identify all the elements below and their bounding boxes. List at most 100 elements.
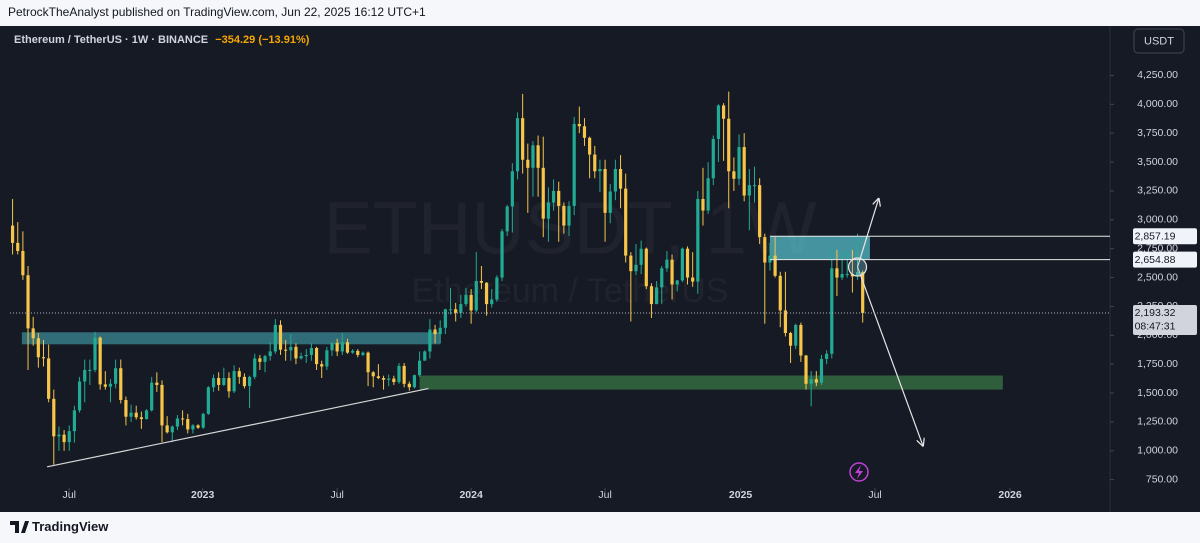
candle-body [783, 310, 788, 333]
candle-body [227, 378, 231, 392]
candle-body [618, 168, 623, 189]
candle-body [696, 199, 700, 282]
candle-body [778, 275, 782, 311]
trendline [46, 387, 429, 468]
candle-body [351, 350, 355, 353]
candle-body [577, 123, 581, 127]
candle-body [825, 353, 829, 359]
candle-body [603, 168, 607, 213]
y-tick-label: 750.00 [1146, 473, 1178, 485]
candle-body [691, 277, 695, 282]
candle-body [557, 190, 561, 206]
candle-body [721, 105, 726, 119]
candle-body [505, 206, 509, 232]
alert-bolt[interactable] [855, 465, 863, 479]
zone [21, 332, 441, 345]
candle-body [31, 328, 35, 339]
candle-body [36, 338, 40, 358]
candle-body [371, 372, 375, 377]
candle-body [242, 376, 247, 387]
candle-body [613, 168, 617, 192]
candle-body [268, 351, 272, 357]
candle-body [139, 417, 143, 420]
candle-body [237, 371, 241, 377]
candle-body [134, 412, 138, 418]
y-tick-label: 1,750.00 [1137, 358, 1178, 370]
y-tick-label: 1,250.00 [1137, 416, 1178, 428]
y-tick-label: 2,500.00 [1137, 271, 1178, 283]
candle-body [284, 349, 288, 351]
x-tick-label: 2025 [729, 489, 753, 501]
candle-body [830, 268, 834, 354]
candle-body [593, 154, 597, 172]
candle-body [716, 105, 721, 139]
footer-bar [0, 512, 1200, 543]
candle-body [124, 399, 128, 417]
candle-body [304, 354, 308, 357]
zone [419, 375, 1003, 390]
candle-body [742, 147, 746, 196]
pivot-circle [847, 257, 868, 277]
footer-logo: TradingView [32, 519, 109, 534]
candle-body [418, 360, 422, 376]
candle-body [608, 191, 612, 213]
candle-body [727, 118, 731, 172]
candle-body [160, 384, 164, 426]
candle-body [335, 342, 339, 352]
candle-body [809, 379, 813, 384]
y-tick-label: 4,250.00 [1137, 69, 1178, 81]
candle-body [258, 358, 262, 362]
candle-body [376, 376, 380, 379]
candle-body [144, 410, 149, 420]
candle-body [98, 337, 102, 385]
candle-body [855, 272, 860, 277]
candle-body [588, 137, 592, 155]
x-tick-label: 2024 [459, 489, 483, 501]
candle-body [665, 259, 669, 269]
candle-body [567, 205, 571, 226]
candle-body [644, 248, 648, 287]
candle-body [320, 364, 324, 367]
chart-background [0, 26, 1200, 512]
candle-body [72, 410, 76, 432]
candle-body [387, 378, 391, 380]
candle-body [423, 351, 427, 361]
candle-body [412, 375, 417, 388]
candle-body [454, 309, 458, 313]
candle-body [201, 413, 205, 428]
candle-body [732, 171, 736, 179]
price-label: 2,857.19 [1135, 231, 1176, 243]
candle-body [247, 376, 252, 387]
candle-body [438, 327, 442, 335]
candle-body [861, 272, 865, 313]
candle-body [850, 274, 854, 277]
candle-body [685, 248, 690, 278]
candle-body [428, 329, 432, 352]
alert-icon[interactable] [849, 462, 869, 482]
candle-body [41, 357, 46, 359]
currency-button[interactable] [1133, 28, 1185, 54]
candle-body [490, 299, 494, 305]
candle-body [819, 358, 824, 383]
candle-body [330, 342, 334, 351]
candle-body [361, 352, 365, 355]
candle-body [340, 342, 344, 352]
last-price-label: 2,193.32 [1135, 307, 1176, 319]
candle-body [314, 347, 319, 365]
candle-body [253, 358, 257, 377]
projection-arrow [856, 199, 879, 268]
y-tick-label: 3,500.00 [1137, 156, 1178, 168]
candle-body [186, 419, 190, 430]
candle-body [794, 324, 798, 346]
currency-label[interactable]: USDT [1144, 35, 1174, 47]
candle-body [433, 329, 437, 335]
candle-body [706, 178, 710, 211]
candle-body [150, 382, 154, 411]
candle-body [649, 286, 654, 305]
candle-body [217, 378, 221, 385]
projection-arrow [856, 266, 923, 446]
candle-body [119, 368, 123, 400]
publisher-line: PetrockTheAnalyst published on TradingVi… [8, 5, 426, 19]
candle-body [129, 412, 133, 417]
alert-circle[interactable] [849, 462, 869, 482]
